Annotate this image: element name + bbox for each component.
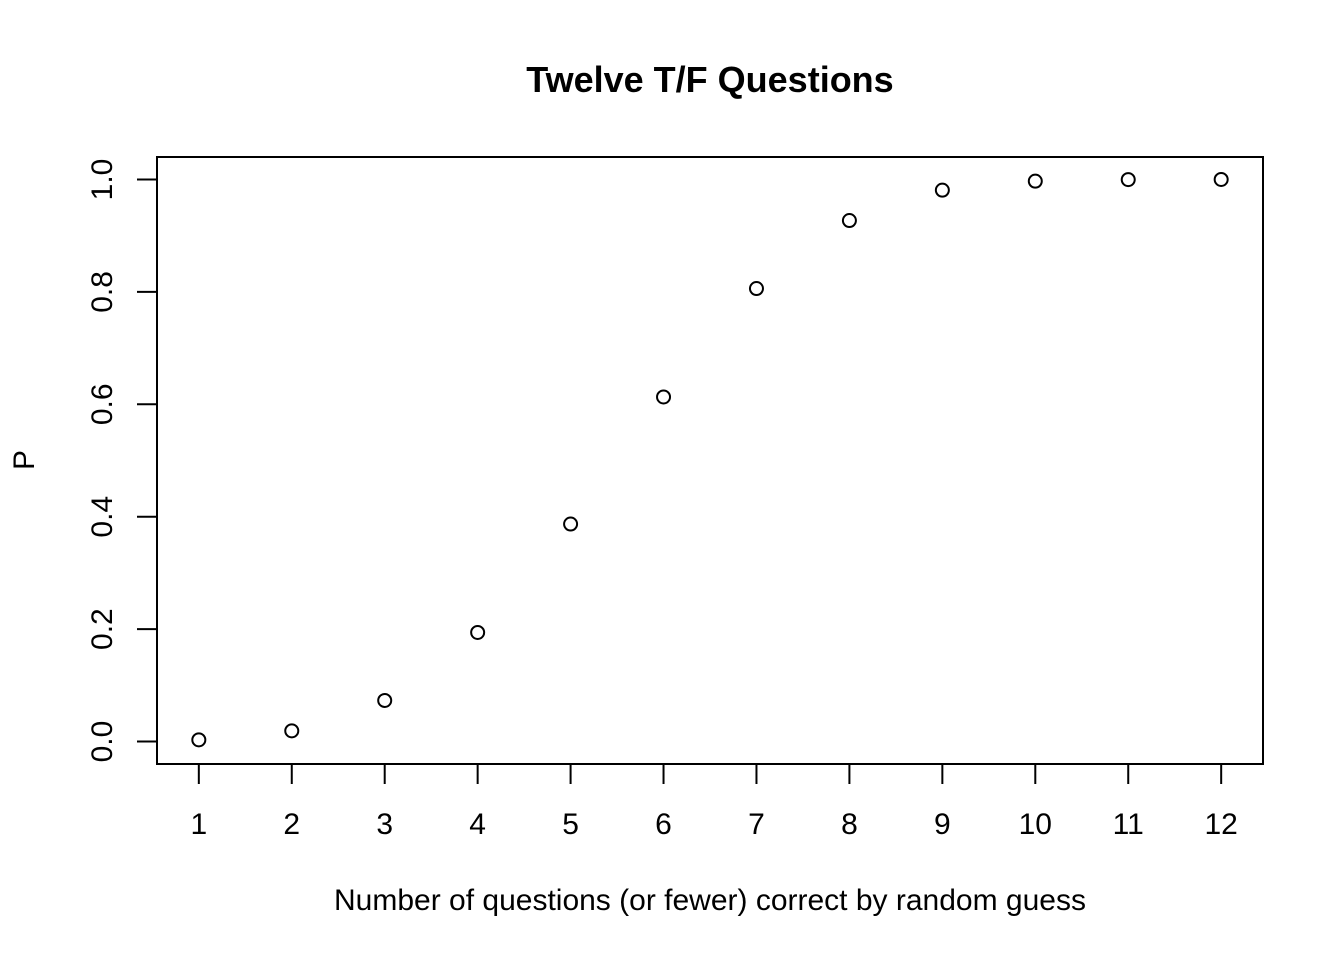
y-tick-label: 1.0	[86, 159, 119, 201]
x-tick-label: 9	[934, 808, 951, 841]
x-tick-label: 4	[469, 808, 486, 841]
x-tick-label: 8	[841, 808, 858, 841]
data-point	[1027, 173, 1043, 189]
x-tick-label: 2	[283, 808, 300, 841]
x-tick-label: 3	[376, 808, 393, 841]
x-tick-label: 10	[1019, 808, 1052, 841]
x-axis: 1 2 3 4 5 6 7 8 9 10 11 12	[190, 763, 1238, 841]
data-point	[656, 389, 672, 405]
data-point	[284, 723, 300, 739]
chart-title: Twelve T/F Questions	[526, 59, 893, 100]
data-point	[1213, 171, 1229, 187]
x-axis-label: Number of questions (or fewer) correct b…	[334, 884, 1086, 917]
data-points	[191, 171, 1229, 748]
plot-frame	[156, 156, 1264, 765]
y-axis: 0.0 0.2 0.4 0.6 0.8 1.0	[86, 159, 158, 763]
x-tick-label: 12	[1204, 808, 1237, 841]
y-tick-label: 0.4	[86, 496, 119, 538]
data-point	[191, 732, 207, 748]
y-tick-label: 0.2	[86, 608, 119, 650]
data-point	[470, 624, 486, 640]
y-tick-label: 0.6	[86, 383, 119, 425]
data-point	[748, 281, 764, 297]
y-tick-label: 0.0	[86, 721, 119, 763]
x-tick-label: 5	[562, 808, 579, 841]
y-tick-label: 0.8	[86, 271, 119, 313]
y-axis-label: P	[8, 450, 41, 470]
x-tick-label: 11	[1113, 808, 1144, 841]
data-point	[377, 692, 393, 708]
data-point	[1120, 172, 1136, 188]
data-point	[563, 516, 579, 532]
data-point	[934, 182, 950, 198]
x-tick-label: 1	[190, 808, 207, 841]
data-point	[841, 213, 857, 229]
x-tick-label: 6	[655, 808, 672, 841]
x-tick-label: 7	[748, 808, 765, 841]
